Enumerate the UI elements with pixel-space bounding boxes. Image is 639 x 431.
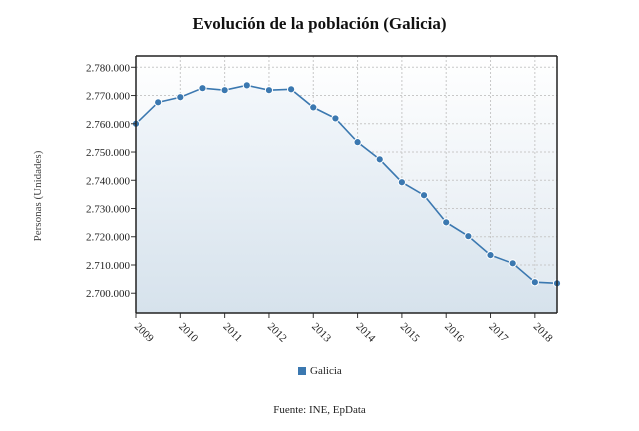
y-tick-label: 2.700.000: [86, 288, 131, 300]
y-tick-label: 2.740.000: [86, 175, 131, 187]
x-tick-label: 2014: [353, 321, 377, 345]
x-tick-label: 2010: [176, 321, 200, 345]
legend-swatch: [298, 367, 306, 375]
x-tick-label: 2017: [486, 321, 510, 345]
data-point: [198, 84, 207, 93]
source-note: Fuente: INE, EpData: [273, 404, 366, 416]
data-point: [287, 85, 296, 94]
data-point: [220, 86, 229, 95]
data-point: [176, 93, 185, 102]
data-point: [397, 178, 406, 187]
y-tick-label: 2.710.000: [86, 260, 131, 272]
data-point: [375, 155, 384, 164]
y-tick-label: 2.760.000: [86, 119, 131, 131]
data-point: [464, 232, 473, 241]
x-tick-label: 2016: [442, 321, 466, 345]
data-point: [353, 138, 362, 147]
y-tick-label: 2.750.000: [86, 147, 131, 159]
y-tick-label: 2.720.000: [86, 232, 131, 244]
data-point: [309, 103, 318, 112]
legend: Galicia: [298, 365, 342, 377]
y-tick-label: 2.780.000: [86, 62, 131, 74]
data-point: [242, 81, 251, 90]
data-point: [154, 98, 163, 107]
x-tick-label: 2012: [265, 321, 289, 345]
data-point: [264, 86, 274, 95]
x-tick-label: 2015: [398, 321, 422, 345]
y-tick-label: 2.770.000: [86, 91, 131, 103]
data-point: [419, 191, 429, 200]
x-tick-label: 2009: [132, 321, 156, 345]
y-tick-label: 2.730.000: [86, 204, 131, 216]
legend-label: Galicia: [310, 365, 342, 377]
data-point: [442, 218, 451, 227]
x-tick-label: 2013: [309, 321, 333, 345]
data-point: [486, 251, 495, 260]
data-point: [508, 259, 517, 268]
data-point: [530, 278, 539, 287]
data-point: [331, 114, 340, 123]
x-tick-label: 2018: [531, 321, 555, 345]
x-tick-label: 2011: [221, 321, 245, 345]
chart-title: Evolución de la población (Galicia): [192, 14, 447, 33]
series-area: [136, 85, 557, 313]
